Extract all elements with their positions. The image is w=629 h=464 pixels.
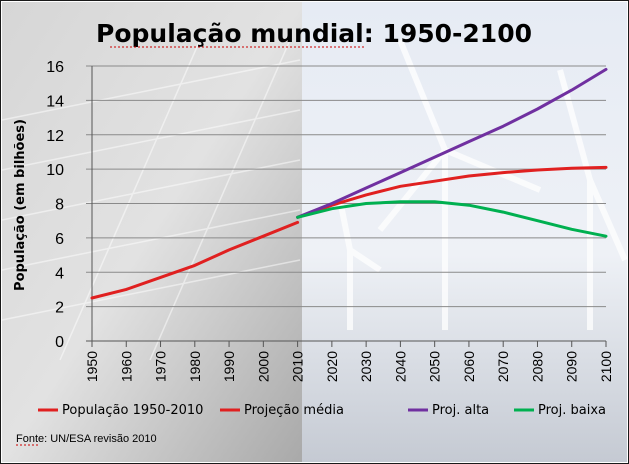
y-tick-label: 14 bbox=[46, 93, 64, 110]
series-line-3 bbox=[296, 200, 608, 238]
y-tick-label: 6 bbox=[55, 231, 64, 248]
background-left-panel bbox=[2, 2, 302, 462]
legend-label: População 1950-2010 bbox=[62, 403, 203, 418]
series-lines bbox=[90, 67, 608, 300]
x-tick-label: 1950 bbox=[84, 351, 100, 382]
chart-title: População mundial: 1950-2100 bbox=[96, 19, 532, 48]
legend-label: Projeção média bbox=[244, 403, 344, 418]
series-line-1 bbox=[296, 165, 608, 219]
x-tick-label: 2010 bbox=[290, 351, 306, 382]
series-line-2 bbox=[296, 67, 608, 219]
series-line-0 bbox=[90, 220, 300, 300]
x-tick-label: 2030 bbox=[358, 351, 374, 382]
y-tick-label: 12 bbox=[46, 128, 64, 145]
y-tick-label: 8 bbox=[55, 197, 64, 214]
legend: População 1950-2010 Projeção média Proj. a… bbox=[38, 403, 606, 418]
x-tick-label: 2100 bbox=[598, 351, 614, 382]
x-tick-label: 2070 bbox=[495, 351, 511, 382]
source-note: Fonte: UN/ESA revisão 2010 bbox=[16, 433, 157, 445]
y-tick-label: 0 bbox=[55, 334, 64, 351]
legend-label: Proj. alta bbox=[432, 403, 489, 418]
x-tick-label: 2040 bbox=[392, 351, 408, 382]
y-tick-label: 10 bbox=[46, 162, 64, 179]
wind-turbine-shapes bbox=[337, 38, 628, 330]
legend-label: Proj. baixa bbox=[538, 403, 606, 418]
x-tick-label: 1970 bbox=[153, 351, 169, 382]
y-axis-label: População (em bilhões) bbox=[13, 119, 28, 291]
x-tick-label: 1980 bbox=[187, 351, 203, 382]
x-tick-labels: 1950 1960 1970 1980 1990 2000 2010 2020 2030 2040… bbox=[84, 351, 614, 382]
background-right-panel bbox=[302, 2, 627, 462]
y-tick-labels: 0 2 4 6 8 10 12 14 16 bbox=[46, 59, 64, 351]
solar-panel-lines bbox=[1, 39, 301, 361]
y-tick-label: 4 bbox=[55, 265, 64, 282]
x-tick-label: 2060 bbox=[461, 351, 477, 382]
x-tick-label: 2080 bbox=[529, 351, 545, 382]
x-tick-label: 2090 bbox=[564, 351, 580, 382]
x-tick-label: 1990 bbox=[221, 351, 237, 382]
y-tick-label: 16 bbox=[46, 59, 64, 76]
x-tick-label: 2050 bbox=[427, 351, 443, 382]
y-tick-label: 2 bbox=[55, 300, 64, 317]
x-tick-label: 1960 bbox=[118, 351, 134, 382]
x-tick-label: 2000 bbox=[255, 351, 271, 382]
x-tick-label: 2020 bbox=[324, 351, 340, 382]
